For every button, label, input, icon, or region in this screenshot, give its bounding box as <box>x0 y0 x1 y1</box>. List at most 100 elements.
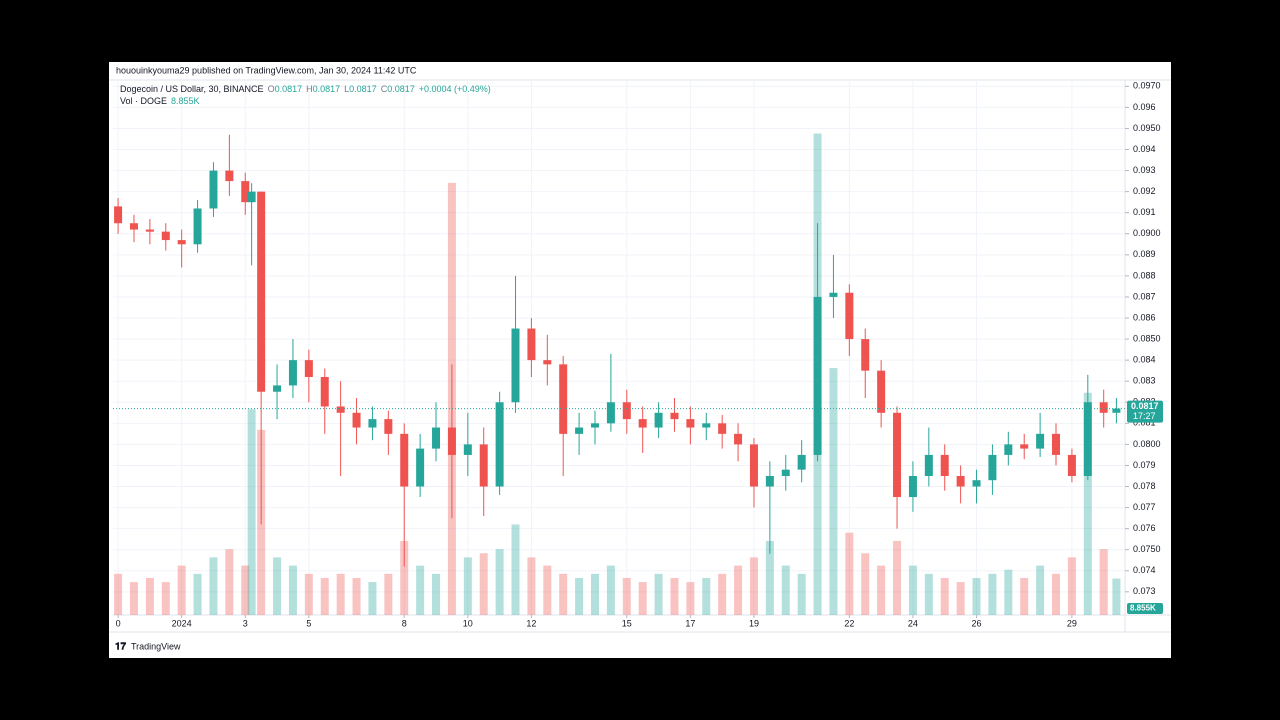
candle-body <box>352 412 361 428</box>
volume-bar <box>225 549 234 615</box>
candle-body <box>781 469 790 476</box>
marks <box>114 133 1121 615</box>
x-tick-label: 22 <box>844 618 854 628</box>
volume-bar <box>368 582 377 615</box>
candle-body <box>877 370 886 413</box>
candle-body <box>320 376 329 407</box>
footer: TradingView <box>131 641 181 651</box>
candle-body <box>749 444 758 487</box>
candle-body <box>575 427 584 434</box>
ohlc-value: 0.0817 <box>275 84 303 94</box>
candle-body <box>145 229 154 232</box>
volume-bar <box>288 565 297 615</box>
volume-bar <box>1083 392 1092 615</box>
candle-body <box>972 480 981 487</box>
candle-body <box>129 223 138 230</box>
volume-bar <box>622 577 631 615</box>
y-tick-label: 0.092 <box>1133 186 1156 196</box>
volume-bar <box>988 573 997 615</box>
x-tick-label: 8 <box>402 618 407 628</box>
volume-bar <box>670 577 679 615</box>
y-tick-label: 0.079 <box>1133 460 1156 470</box>
candle-body <box>1004 444 1013 455</box>
volume-bar <box>590 573 599 615</box>
volume-bar <box>384 573 393 615</box>
x-tick-label: 3 <box>243 618 248 628</box>
y-tick-label: 0.094 <box>1133 144 1156 154</box>
volume-bar <box>247 409 256 615</box>
candle-body <box>845 292 854 340</box>
candle-body <box>247 191 256 203</box>
y-tick-label: 0.073 <box>1133 586 1156 596</box>
volume-bar <box>1099 549 1108 615</box>
candle-body <box>400 433 409 487</box>
volume-bar <box>718 573 727 615</box>
volume-bar <box>638 582 647 615</box>
y-tick-label: 0.084 <box>1133 355 1156 365</box>
volume-bar <box>1112 578 1121 615</box>
volume-bar <box>161 582 170 615</box>
volume-bar <box>304 573 313 615</box>
candle-body <box>161 231 170 241</box>
legend: Dogecoin / US Dollar, 30, BINANCE O0.0817… <box>120 84 491 94</box>
candle-body <box>606 402 615 424</box>
y-tick-label: 0.091 <box>1133 207 1156 217</box>
volume-bar <box>209 557 218 615</box>
header: hououinkyouma29 published on TradingView… <box>116 65 417 75</box>
volume-bar <box>1020 577 1029 615</box>
candle-body <box>495 402 504 487</box>
candle-body <box>861 339 870 371</box>
candle-body <box>368 419 377 428</box>
y-tick-label: 0.076 <box>1133 523 1156 533</box>
volume-bar <box>893 540 902 615</box>
volume-bar <box>877 565 886 615</box>
volume-bar <box>527 557 536 615</box>
candle-body <box>288 360 297 386</box>
candle-body <box>1112 408 1121 413</box>
y-tick-label: 0.078 <box>1133 481 1156 491</box>
x-tick-label: 19 <box>749 618 759 628</box>
candle-body <box>1083 402 1092 476</box>
candle-body <box>543 360 552 365</box>
y-tick-label: 0.083 <box>1133 376 1156 386</box>
candle-body <box>940 454 949 476</box>
y-tick-label: 0.096 <box>1133 102 1156 112</box>
volume-bar <box>845 532 854 615</box>
volume-bar <box>273 557 282 615</box>
candle-body <box>813 296 822 455</box>
ohlc-value: 0.0817 <box>349 84 377 94</box>
x-tick-label: 10 <box>463 618 473 628</box>
candle-body <box>1052 433 1061 455</box>
volume-bar <box>654 573 663 615</box>
volume-bar <box>241 565 250 615</box>
x-tick-label: 29 <box>1067 618 1077 628</box>
volume-bar <box>416 565 425 615</box>
candle-body <box>463 444 472 455</box>
volume-badge-label: 8.855K <box>1130 604 1156 613</box>
y-tick-label: 0.087 <box>1133 291 1156 301</box>
ohlc-value: 0.0817 <box>387 84 415 94</box>
y-tick-label: 0.074 <box>1133 565 1156 575</box>
ohlc-key: C <box>381 84 388 94</box>
volume-bar <box>702 577 711 615</box>
ohlc-change: +0.0004 (+0.49%) <box>419 84 491 94</box>
candle-body <box>241 181 250 203</box>
x-tick-label: 17 <box>685 618 695 628</box>
volume-bar <box>559 573 568 615</box>
volume-bar <box>145 577 154 615</box>
volume-bar <box>686 582 695 615</box>
candle-body <box>702 423 711 428</box>
candle-body <box>1067 454 1076 476</box>
candle-body <box>432 427 441 449</box>
y-tick-label: 0.0800 <box>1133 439 1161 449</box>
ohlc-key: L <box>344 84 349 94</box>
symbol: Dogecoin / US Dollar, 30, BINANCE <box>120 84 264 94</box>
x-tick-label: 12 <box>526 618 536 628</box>
volume-bar <box>797 573 806 615</box>
volume-bar <box>336 573 345 615</box>
volume-bar <box>606 565 615 615</box>
candle-body <box>1020 444 1029 449</box>
x-tick-label: 26 <box>972 618 982 628</box>
